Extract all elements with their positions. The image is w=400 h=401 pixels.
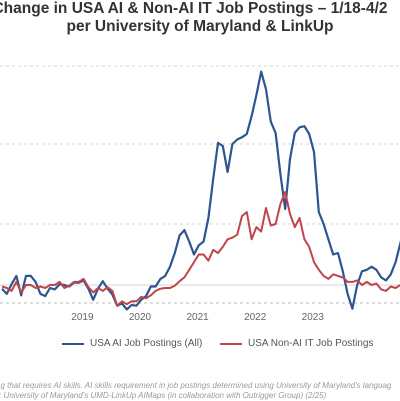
x-tick-label: 2021 bbox=[186, 312, 209, 323]
legend-label-ai: USA AI Job Postings (All) bbox=[90, 338, 203, 349]
x-tick-label: 2023 bbox=[302, 312, 325, 323]
x-tick-label: 2020 bbox=[129, 312, 152, 323]
ai-series-line bbox=[1, 70, 400, 311]
footnote-line-1: sting that requires AI skills. AI skills… bbox=[0, 381, 392, 390]
series-lines bbox=[1, 70, 400, 311]
legend-label-nonai: USA Non-AI IT Job Postings bbox=[248, 338, 374, 349]
legend-item-ai: USA AI Job Postings (All) bbox=[62, 338, 202, 349]
x-tick-label: 2019 bbox=[71, 312, 94, 323]
nonai-series-line bbox=[1, 191, 400, 307]
chart-title-line-1: Change in USA AI & Non-AI IT Job Posting… bbox=[0, 0, 388, 17]
x-axis-tick-labels: 2019 2020 2021 2022 2023 bbox=[71, 312, 324, 323]
gridlines bbox=[0, 65, 400, 304]
chart-title-line-2: per University of Maryland & LinkUp bbox=[66, 18, 334, 35]
x-tick-label: 2022 bbox=[244, 312, 267, 323]
legend-item-nonai: USA Non-AI IT Job Postings bbox=[220, 338, 373, 349]
footnote-line-2: rce: University of Maryland's UMD-LinkUp… bbox=[0, 391, 327, 400]
legend-swatch-ai bbox=[62, 342, 84, 345]
legend: USA AI Job Postings (All) USA Non-AI IT … bbox=[0, 338, 400, 354]
legend-swatch-nonai bbox=[220, 342, 242, 345]
